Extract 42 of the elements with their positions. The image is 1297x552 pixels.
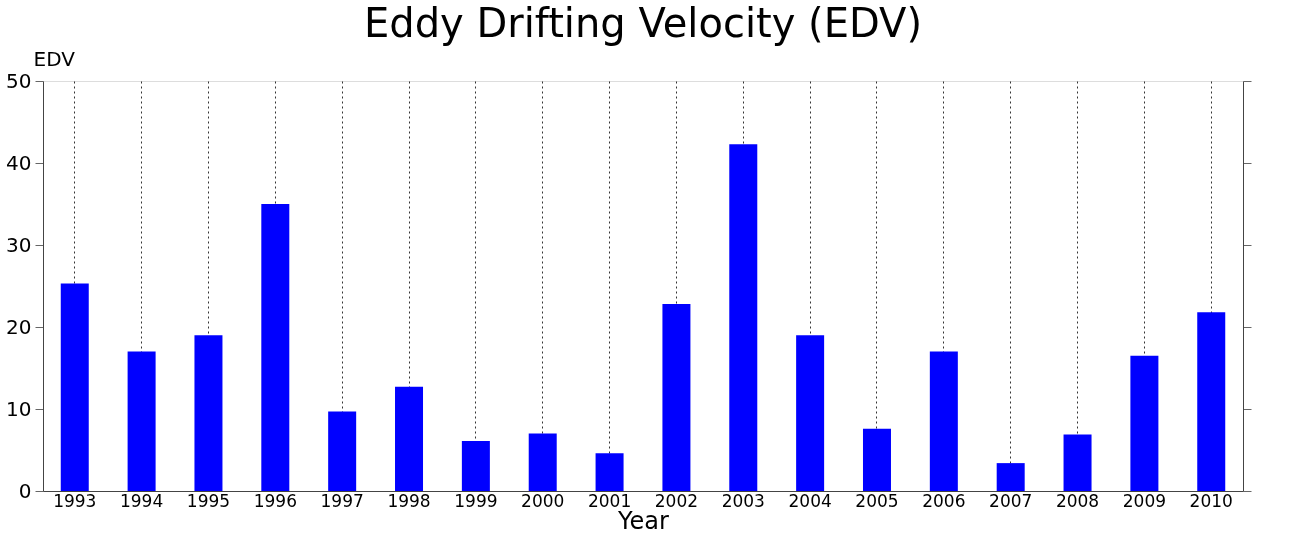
x-tick-label: 2004 bbox=[788, 490, 832, 511]
x-tick-label: 2005 bbox=[855, 490, 899, 511]
x-tick-label: 1995 bbox=[186, 490, 231, 511]
bar bbox=[662, 304, 691, 491]
bar bbox=[1063, 434, 1092, 491]
x-tick-label: 2008 bbox=[1055, 490, 1100, 511]
bar bbox=[194, 335, 223, 491]
x-tick-label: 2007 bbox=[989, 490, 1033, 511]
bar bbox=[929, 351, 958, 491]
y-tick-label: 0 bbox=[18, 478, 32, 503]
bar bbox=[729, 144, 758, 491]
y-tick-label: 40 bbox=[6, 150, 32, 175]
bar bbox=[796, 335, 825, 491]
y-tick-label: 20 bbox=[6, 314, 32, 339]
x-tick-label: 1993 bbox=[53, 490, 97, 511]
bar bbox=[60, 283, 89, 491]
y-tick-label: 50 bbox=[6, 68, 32, 93]
x-tick-label: 1998 bbox=[387, 490, 431, 511]
x-tick-label: 1996 bbox=[253, 490, 297, 511]
x-tick-label: 2003 bbox=[721, 490, 765, 511]
bar bbox=[127, 351, 156, 491]
bar bbox=[1197, 312, 1226, 491]
bar bbox=[595, 453, 624, 491]
x-tick-label: 2009 bbox=[1122, 490, 1167, 511]
x-tick-label: 1999 bbox=[454, 490, 498, 511]
x-tick-label: 2000 bbox=[521, 490, 565, 511]
x-tick-label: 2010 bbox=[1189, 490, 1233, 511]
bar bbox=[461, 440, 490, 491]
y-tick-label: 30 bbox=[6, 232, 32, 257]
bar bbox=[395, 386, 424, 491]
bar bbox=[528, 433, 557, 491]
bar bbox=[328, 411, 357, 491]
x-tick-label: 1994 bbox=[119, 490, 164, 511]
x-tick-label: 2006 bbox=[922, 490, 966, 511]
x-tick-label: 1997 bbox=[320, 490, 364, 511]
chart-title: Eddy Drifting Velocity (EDV) bbox=[363, 0, 923, 46]
bar bbox=[1130, 355, 1159, 491]
y-tick-label: 10 bbox=[6, 396, 32, 421]
bar bbox=[996, 463, 1025, 491]
bar bbox=[261, 204, 290, 491]
y-axis-title: EDV bbox=[33, 46, 76, 71]
bar bbox=[862, 428, 891, 491]
